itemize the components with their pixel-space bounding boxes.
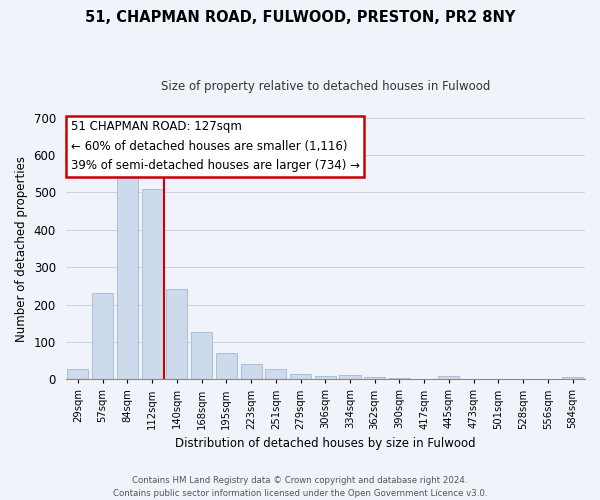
Bar [413,378,435,380]
Bar [117,166,138,380]
X-axis label: Distribution of detached houses by size in Fulwood: Distribution of detached houses by size … [175,437,476,450]
Title: Size of property relative to detached houses in Fulwood: Size of property relative to detached ho… [161,80,490,93]
Bar [216,353,237,380]
Bar [142,189,163,380]
Bar [241,364,262,380]
Text: 51, CHAPMAN ROAD, FULWOOD, PRESTON, PR2 8NY: 51, CHAPMAN ROAD, FULWOOD, PRESTON, PR2 … [85,10,515,25]
Bar [364,378,385,380]
Bar [290,374,311,380]
Text: 51 CHAPMAN ROAD: 127sqm
← 60% of detached houses are smaller (1,116)
39% of semi: 51 CHAPMAN ROAD: 127sqm ← 60% of detache… [71,120,360,172]
Bar [315,376,336,380]
Y-axis label: Number of detached properties: Number of detached properties [15,156,28,342]
Bar [562,376,583,380]
Bar [340,375,361,380]
Bar [439,376,460,380]
Bar [67,369,88,380]
Bar [92,292,113,380]
Text: Contains HM Land Registry data © Crown copyright and database right 2024.
Contai: Contains HM Land Registry data © Crown c… [113,476,487,498]
Bar [166,289,187,380]
Bar [265,369,286,380]
Bar [389,378,410,380]
Bar [191,332,212,380]
